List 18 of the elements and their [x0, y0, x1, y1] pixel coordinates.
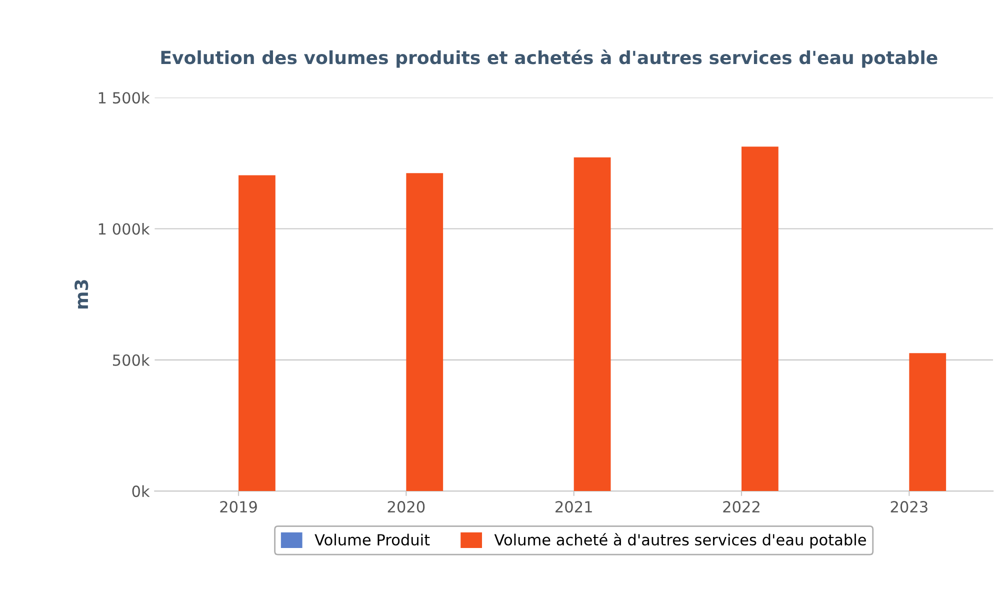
chart-title: Evolution des volumes produits et achetés à d'autres services d'eau potable: [161, 50, 938, 68]
bar: [574, 157, 611, 492]
y-tick-label: 1 500k: [98, 92, 150, 104]
x-tick-label: 2020: [388, 501, 425, 513]
y-tick-label: 1 000k: [98, 222, 150, 235]
y-tick-label: 0k: [132, 485, 150, 498]
x-tick-label: 2022: [723, 501, 760, 513]
legend-label: Volume Produit: [314, 534, 430, 546]
bar: [909, 353, 946, 492]
x-tick-label: 2021: [556, 501, 592, 513]
bar: [406, 173, 444, 492]
x-tick-label: 2019: [220, 501, 257, 513]
y-axis-title: m3: [74, 280, 88, 309]
y-tick-label: 500k: [113, 354, 150, 366]
bar: [238, 175, 276, 492]
x-tick-label: 2023: [890, 501, 928, 513]
bar: [742, 146, 778, 492]
legend-label: Volume acheté à d'autres services d'eau potable: [494, 533, 866, 549]
